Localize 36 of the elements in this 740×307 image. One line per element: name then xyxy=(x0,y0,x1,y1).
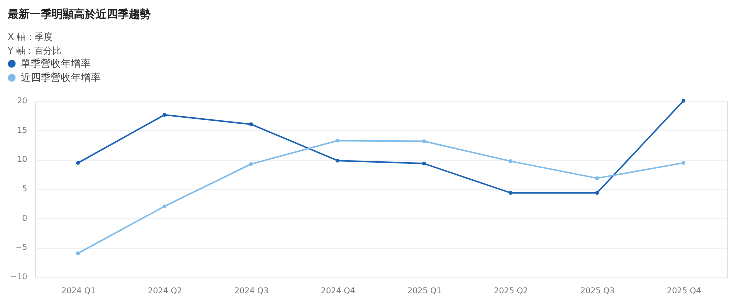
point xyxy=(162,113,167,117)
x-tick-label: 2024 Q2 xyxy=(148,286,182,296)
y-tick-label: −5 xyxy=(16,243,28,252)
legend-label: 單季營收年增率 xyxy=(21,58,91,70)
point xyxy=(336,139,340,143)
point xyxy=(249,162,254,166)
x-tick-label: 2025 Q3 xyxy=(580,286,615,296)
y-tick-label: −10 xyxy=(10,272,28,282)
point xyxy=(422,140,426,144)
point xyxy=(249,122,254,126)
x-tick-label: 2025 Q2 xyxy=(494,286,528,296)
y-tick-label: 10 xyxy=(17,155,28,164)
text: X 軸：季度 xyxy=(8,32,54,43)
x-tick-label: 2025 Q1 xyxy=(408,286,442,296)
x-tick-label: 2024 Q3 xyxy=(234,286,269,296)
point xyxy=(162,204,167,208)
text: Y 軸：百分比 xyxy=(7,46,62,57)
x-tick-label: 2024 Q1 xyxy=(62,286,96,296)
point xyxy=(76,161,80,166)
point xyxy=(595,176,600,180)
y-tick-label: 20 xyxy=(17,96,28,106)
y-tick-label: 0 xyxy=(22,214,28,223)
point xyxy=(595,191,600,195)
point xyxy=(422,162,426,166)
x-tick-label: 2025 Q4 xyxy=(667,286,702,296)
y-tick-label: 5 xyxy=(22,184,28,194)
y-tick-label: 15 xyxy=(17,126,28,135)
point xyxy=(682,99,686,103)
point xyxy=(682,161,686,166)
legend-label: 近四季營收年增率 xyxy=(21,72,101,84)
point xyxy=(508,160,513,164)
point xyxy=(336,158,340,163)
point xyxy=(508,191,513,195)
x-tick-label: 2024 Q4 xyxy=(321,286,356,296)
chart-title: 最新一季明顯高於近四季趨勢 xyxy=(7,8,151,21)
point xyxy=(76,252,80,256)
